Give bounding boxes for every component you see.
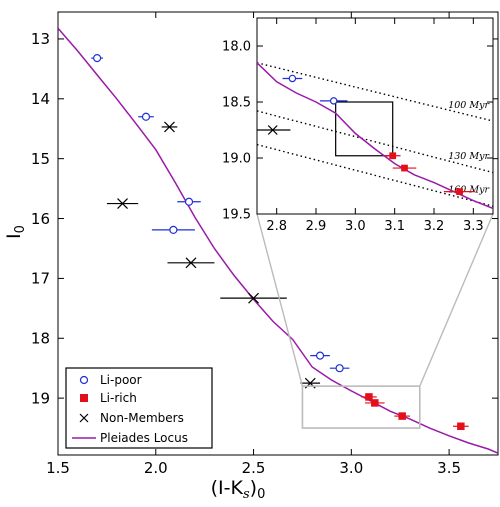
- legend-item-li-rich: Li-rich: [80, 391, 137, 405]
- main-y-tick-label: 18: [31, 330, 50, 348]
- inset-x-tick-label: 2.8: [266, 219, 287, 234]
- main-x-tick-label: 2.0: [144, 459, 168, 477]
- inset-li-rich-point: [389, 152, 397, 160]
- inset-y-tick-label: 18.0: [222, 40, 251, 55]
- main-y-tick-label: 19: [31, 389, 50, 407]
- inset-y-tick-label: 19.0: [222, 152, 251, 167]
- inset-isochrone-line: [257, 62, 493, 122]
- inset-li-poor-point: [288, 74, 297, 83]
- legend-item-non-members: Non-Members: [79, 411, 184, 425]
- x-axis-label-tail: ): [250, 477, 257, 499]
- inset-x-tick-label: 3.1: [384, 219, 405, 234]
- legend-box: [65, 367, 213, 449]
- main-y-tick-label: 16: [31, 210, 50, 228]
- legend-li-rich-marker: [80, 394, 88, 402]
- inset-x-tick-label: 3.2: [424, 219, 445, 234]
- zoom-connector-left: [256, 213, 304, 387]
- main-y-tick-label: 13: [31, 30, 50, 48]
- main-pleiades-locus-line: [58, 27, 498, 454]
- main-x-tick-label: 2.5: [242, 459, 266, 477]
- main-li-poor-point: [335, 364, 344, 373]
- main-li-poor-point: [169, 225, 178, 235]
- inset-li-poor-point: [329, 97, 338, 105]
- main-y-tick-label: 17: [31, 270, 50, 288]
- main-li-poor-point: [184, 197, 194, 206]
- main-x-tick-label: 3.5: [437, 459, 461, 477]
- legend-li-rich-label: Li-rich: [100, 391, 137, 405]
- legend-pleiades-locus-label: Pleiades Locus: [100, 431, 188, 445]
- main-non-member-point: [248, 292, 259, 304]
- inset-li-rich-point: [401, 164, 408, 172]
- main-li-rich-point: [457, 422, 465, 431]
- legend-non-members-marker: [79, 413, 89, 423]
- main-non-member-point: [164, 121, 175, 133]
- main-x-tick-label: 3.0: [339, 459, 363, 477]
- legend-item-li-poor: Li-poor: [79, 373, 142, 387]
- inset-non-member-point: [267, 125, 278, 135]
- main-li-rich-point: [371, 399, 379, 407]
- main-non-member-point: [185, 257, 197, 269]
- legend-li-poor-label: Li-poor: [100, 373, 142, 387]
- legend-item-pleiades-locus: Pleiades Locus: [72, 431, 188, 445]
- main-li-poor-point: [315, 351, 325, 360]
- inset-y-tick-label: 19.5: [222, 208, 251, 223]
- main-li-poor-point: [93, 53, 102, 63]
- legend: Li-poor Li-rich Non-Members Pleiades Loc…: [65, 367, 213, 449]
- inset-isochrone-line: [257, 110, 493, 174]
- legend-li-poor-marker: [79, 375, 89, 385]
- legend-non-members-label: Non-Members: [100, 411, 184, 425]
- inset-plot-layer: 2.8 2.9 3.0 3.1 3.2 3.3 18.0 18.5 19.0 19.5 100 My…: [222, 17, 494, 234]
- inset-isochrone-label: 160 Myr: [448, 185, 490, 196]
- inset-plot-frame: [256, 17, 494, 215]
- inset-x-tick-label: 3.0: [345, 219, 366, 234]
- inset-x-tick-label: 3.3: [463, 219, 484, 234]
- main-x-tick-label: 1.5: [46, 459, 70, 477]
- x-axis-label-main: (I-K: [211, 477, 244, 499]
- x-axis-label-sub2: 0: [257, 487, 265, 502]
- x-axis-label-sub: s: [243, 487, 250, 502]
- main-li-rich-point: [365, 393, 373, 401]
- zoom-connector-right: [419, 213, 494, 387]
- inset-y-tick-label: 18.5: [222, 96, 251, 111]
- inset-isochrone-label: 100 Myr: [448, 100, 490, 111]
- y-axis-label-main: I: [3, 233, 25, 239]
- main-non-member-point: [117, 198, 128, 209]
- main-zoom-box: [301, 385, 421, 429]
- main-data-area: [58, 27, 498, 454]
- inset-region-box: [335, 101, 394, 157]
- inset-data-area: 100 Myr 130 Myr 160 Myr: [257, 62, 493, 210]
- inset-isochrone-label: 130 Myr: [448, 151, 490, 162]
- main-li-rich-point: [398, 412, 406, 420]
- y-axis-label-sub: 0: [13, 225, 28, 233]
- y-axis-label: I0: [3, 225, 28, 239]
- inset-x-tick-label: 2.9: [306, 219, 327, 234]
- inset-isochrone-line: [257, 143, 493, 207]
- main-y-tick-label: 14: [31, 90, 50, 108]
- zoom-connector-lines: [256, 213, 494, 387]
- main-li-poor-point: [141, 112, 151, 121]
- x-axis-label: (I-Ks)0: [211, 477, 266, 502]
- inset-li-rich-point: [456, 188, 463, 195]
- main-plot-layer: 1.5 2.0 2.5 3.0 3.5 13 14 15 16 17 18 19: [31, 12, 498, 477]
- main-y-tick-label: 15: [31, 150, 50, 168]
